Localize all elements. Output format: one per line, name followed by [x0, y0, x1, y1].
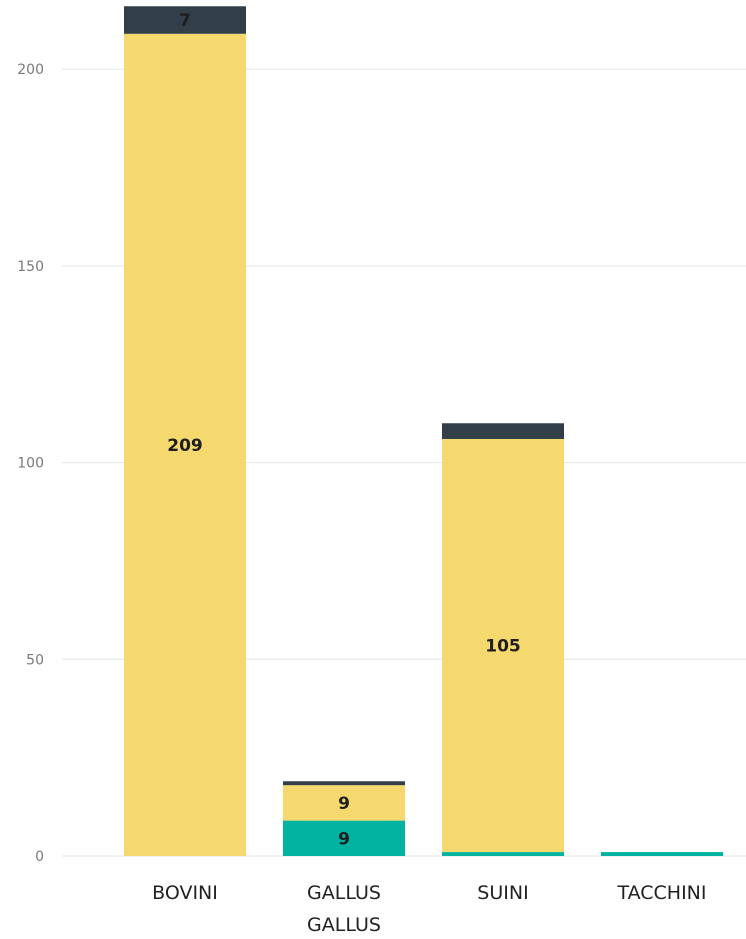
- bar-segment-0-2: [124, 6, 246, 34]
- data-label-1-0: 9: [338, 829, 350, 849]
- y-tick-label-100: 100: [17, 456, 44, 472]
- data-labels: 209 7 9 9 105: [167, 11, 521, 849]
- bar-segment-2-2: [442, 423, 564, 439]
- x-tick-label-0: BOVINI: [152, 882, 218, 904]
- data-label-1-1: 9: [338, 794, 350, 814]
- bar-segment-3-0: [601, 852, 723, 856]
- bar-segment-1-2: [283, 781, 405, 786]
- data-label-2-1: 105: [485, 637, 521, 657]
- y-axis: 0 50 100 150 200: [17, 62, 44, 865]
- bar-segment-0-1: [124, 33, 246, 856]
- x-tick-label-2: SUINI: [477, 882, 528, 904]
- bars: [124, 6, 723, 856]
- x-tick-label-1: GALLUS GALLUS: [307, 882, 381, 936]
- bar-segment-1-0: [283, 820, 405, 856]
- bar-segment-1-1: [283, 785, 405, 821]
- data-label-0-1: 209: [167, 436, 203, 456]
- data-label-0-2: 7: [179, 11, 191, 31]
- y-tick-label-0: 0: [35, 849, 44, 865]
- y-tick-label-150: 150: [17, 259, 44, 275]
- x-tick-label-3: TACCHINI: [616, 882, 706, 904]
- bar-segment-2-0: [442, 852, 564, 856]
- x-axis: BOVINI GALLUS GALLUS SUINI TACCHINI: [152, 882, 706, 936]
- y-tick-label-50: 50: [26, 652, 44, 668]
- bar-segment-2-1: [442, 438, 564, 853]
- y-tick-label-200: 200: [17, 62, 44, 78]
